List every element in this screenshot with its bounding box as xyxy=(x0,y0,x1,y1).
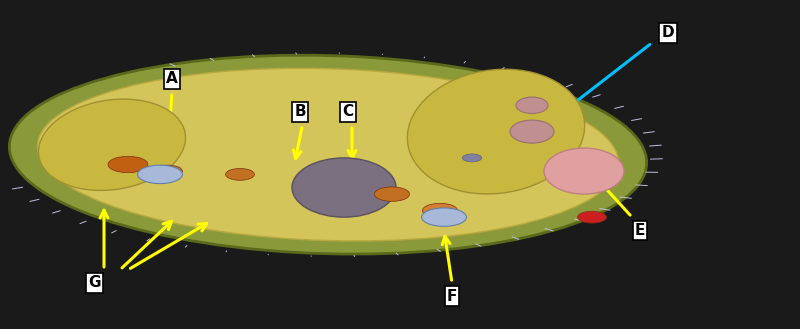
Circle shape xyxy=(422,203,458,218)
Circle shape xyxy=(154,165,182,177)
Ellipse shape xyxy=(38,68,618,241)
Circle shape xyxy=(578,211,606,223)
Text: E: E xyxy=(635,223,645,238)
Circle shape xyxy=(226,168,254,180)
Circle shape xyxy=(462,154,482,162)
Circle shape xyxy=(422,208,466,226)
Circle shape xyxy=(374,187,410,201)
Ellipse shape xyxy=(10,55,646,254)
Text: D: D xyxy=(662,25,674,40)
Text: G: G xyxy=(88,275,101,291)
Circle shape xyxy=(108,156,148,173)
Ellipse shape xyxy=(407,69,585,194)
Ellipse shape xyxy=(544,148,624,194)
Text: C: C xyxy=(342,104,354,119)
Ellipse shape xyxy=(516,97,548,114)
Text: B: B xyxy=(294,104,306,119)
Circle shape xyxy=(138,165,182,184)
Text: A: A xyxy=(166,71,178,87)
Ellipse shape xyxy=(510,120,554,143)
Ellipse shape xyxy=(292,158,396,217)
Ellipse shape xyxy=(38,99,186,190)
Text: F: F xyxy=(447,289,457,304)
